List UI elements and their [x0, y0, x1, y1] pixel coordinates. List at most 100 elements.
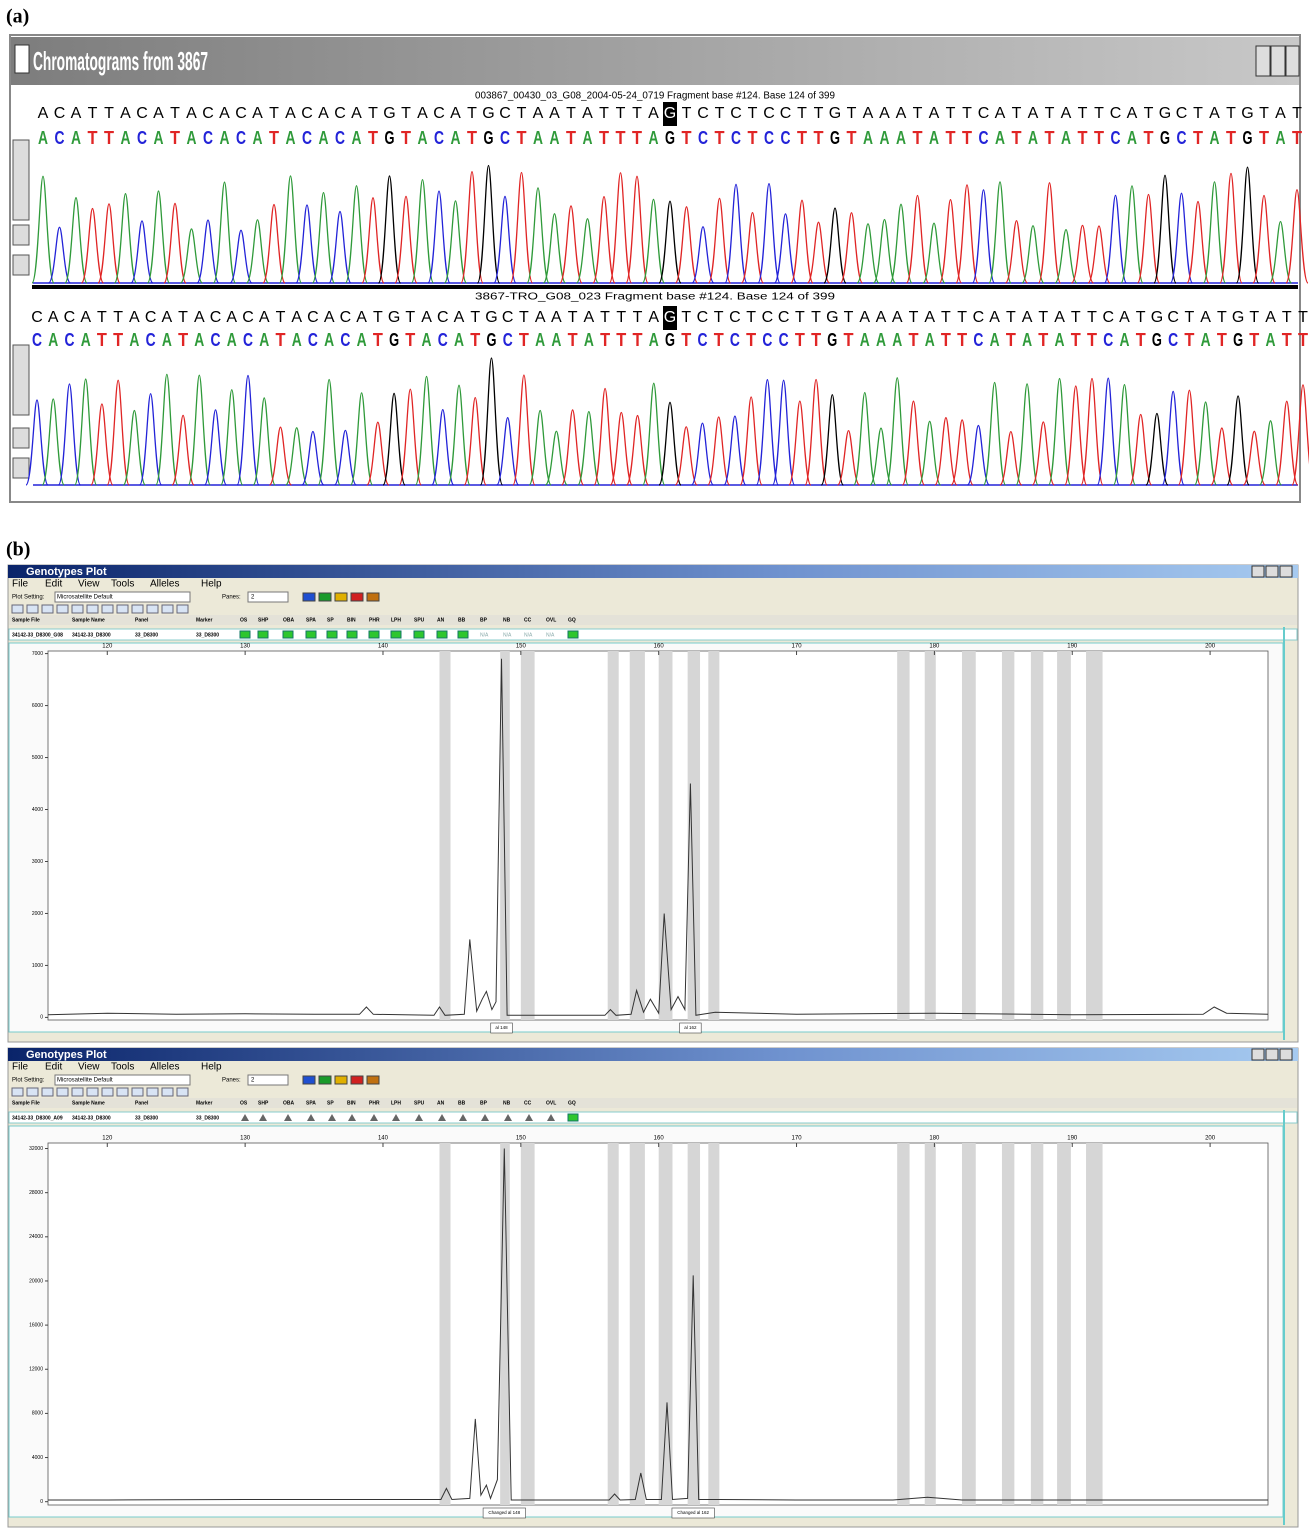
color-button[interactable]	[335, 593, 347, 601]
tool-icon[interactable]	[12, 605, 23, 613]
tool-icon[interactable]	[72, 605, 83, 613]
base-call-colored: T	[1184, 330, 1194, 350]
base-call-colored: T	[844, 330, 854, 350]
base-call-colored: C	[1111, 128, 1121, 148]
menu-item[interactable]: Tools	[111, 579, 134, 590]
tool-icon[interactable]	[87, 1088, 98, 1096]
minimize-button[interactable]	[1252, 1049, 1264, 1060]
color-button[interactable]	[351, 1076, 363, 1084]
tool-icon[interactable]	[27, 1088, 38, 1096]
menu-item[interactable]: View	[78, 579, 100, 590]
zoom-slider[interactable]	[13, 140, 29, 220]
tool-icon[interactable]	[42, 605, 53, 613]
base-call-colored: T	[368, 128, 378, 148]
menu-item[interactable]: Help	[201, 579, 222, 590]
tool-button[interactable]	[13, 428, 29, 448]
base-call: T	[913, 105, 923, 122]
minimize-button[interactable]	[1256, 46, 1270, 76]
base-call: T	[1045, 105, 1055, 122]
base-call-colored: T	[1012, 128, 1022, 148]
close-button[interactable]	[1286, 46, 1299, 76]
maximize-button[interactable]	[1266, 1049, 1278, 1060]
tool-button[interactable]	[13, 255, 29, 275]
minimize-button[interactable]	[1252, 566, 1264, 577]
menu-item[interactable]: Edit	[45, 579, 62, 590]
y-tick-label: 7000	[32, 651, 43, 657]
tool-icon[interactable]	[42, 1088, 53, 1096]
allele-bin	[608, 1143, 619, 1505]
tool-button[interactable]	[13, 458, 29, 478]
qc-pass-icon	[568, 631, 578, 638]
allele-bin	[897, 651, 909, 1020]
color-button[interactable]	[367, 1076, 379, 1084]
tool-icon[interactable]	[27, 605, 38, 613]
base-call: A	[584, 309, 595, 326]
base-call-colored: T	[946, 128, 956, 148]
color-button[interactable]	[303, 593, 315, 601]
base-call: A	[1119, 309, 1130, 326]
tool-icon[interactable]	[147, 1088, 158, 1096]
color-button[interactable]	[303, 1076, 315, 1084]
base-call: T	[1136, 309, 1146, 326]
x-tick-label: 150	[516, 644, 527, 650]
tool-icon[interactable]	[162, 1088, 173, 1096]
menu-item[interactable]: File	[12, 1062, 29, 1073]
menu-item[interactable]: View	[78, 1062, 100, 1073]
column-header: BB	[458, 1100, 466, 1106]
base-call-colored: C	[973, 330, 983, 350]
tool-icon[interactable]	[117, 605, 128, 613]
menu-item[interactable]: Edit	[45, 1062, 62, 1073]
tool-icon[interactable]	[102, 1088, 113, 1096]
column-header: Panel	[135, 617, 149, 623]
color-button[interactable]	[351, 593, 363, 601]
color-button[interactable]	[319, 1076, 331, 1084]
allele-bin	[925, 1143, 936, 1505]
base-call: C	[697, 309, 709, 326]
maximize-button[interactable]	[1271, 46, 1285, 76]
close-button[interactable]	[1280, 1049, 1292, 1060]
menu-item[interactable]: Alleles	[150, 579, 179, 590]
base-call: C	[697, 105, 709, 122]
allele-bin	[440, 1143, 451, 1505]
base-call: T	[844, 309, 854, 326]
base-call: A	[535, 309, 546, 326]
tool-icon[interactable]	[117, 1088, 128, 1096]
base-call: T	[941, 309, 951, 326]
base-call-colored: C	[730, 330, 740, 350]
color-button[interactable]	[319, 593, 331, 601]
menu-item[interactable]: File	[12, 579, 29, 590]
tool-icon[interactable]	[12, 1088, 23, 1096]
tool-icon[interactable]	[57, 605, 68, 613]
tool-icon[interactable]	[132, 1088, 143, 1096]
y-tick-label: 3000	[32, 859, 43, 865]
base-call: A	[1200, 309, 1211, 326]
tool-button[interactable]	[13, 225, 29, 245]
base-call: T	[269, 105, 279, 122]
color-button[interactable]	[367, 593, 379, 601]
allele-bin	[1002, 1143, 1014, 1505]
base-call: C	[1110, 105, 1122, 122]
base-call: A	[450, 105, 461, 122]
y-tick-label: 0	[40, 1015, 43, 1021]
tool-icon[interactable]	[162, 605, 173, 613]
tool-icon[interactable]	[177, 605, 188, 613]
menu-item[interactable]: Alleles	[150, 1062, 179, 1073]
tool-icon[interactable]	[132, 605, 143, 613]
zoom-slider[interactable]	[13, 345, 29, 415]
maximize-button[interactable]	[1266, 566, 1278, 577]
menu-item[interactable]: Tools	[111, 1062, 134, 1073]
tool-icon[interactable]	[72, 1088, 83, 1096]
tool-icon[interactable]	[57, 1088, 68, 1096]
column-header: Panel	[135, 1100, 149, 1106]
tool-icon[interactable]	[102, 605, 113, 613]
menu-item[interactable]: Help	[201, 1062, 222, 1073]
tool-icon[interactable]	[87, 605, 98, 613]
color-button[interactable]	[335, 1076, 347, 1084]
base-call-colored: T	[519, 330, 529, 350]
tool-icon[interactable]	[147, 605, 158, 613]
base-call: T	[97, 309, 107, 326]
title-bar	[8, 565, 1298, 578]
base-call: T	[88, 105, 98, 122]
tool-icon[interactable]	[177, 1088, 188, 1096]
close-button[interactable]	[1280, 566, 1292, 577]
